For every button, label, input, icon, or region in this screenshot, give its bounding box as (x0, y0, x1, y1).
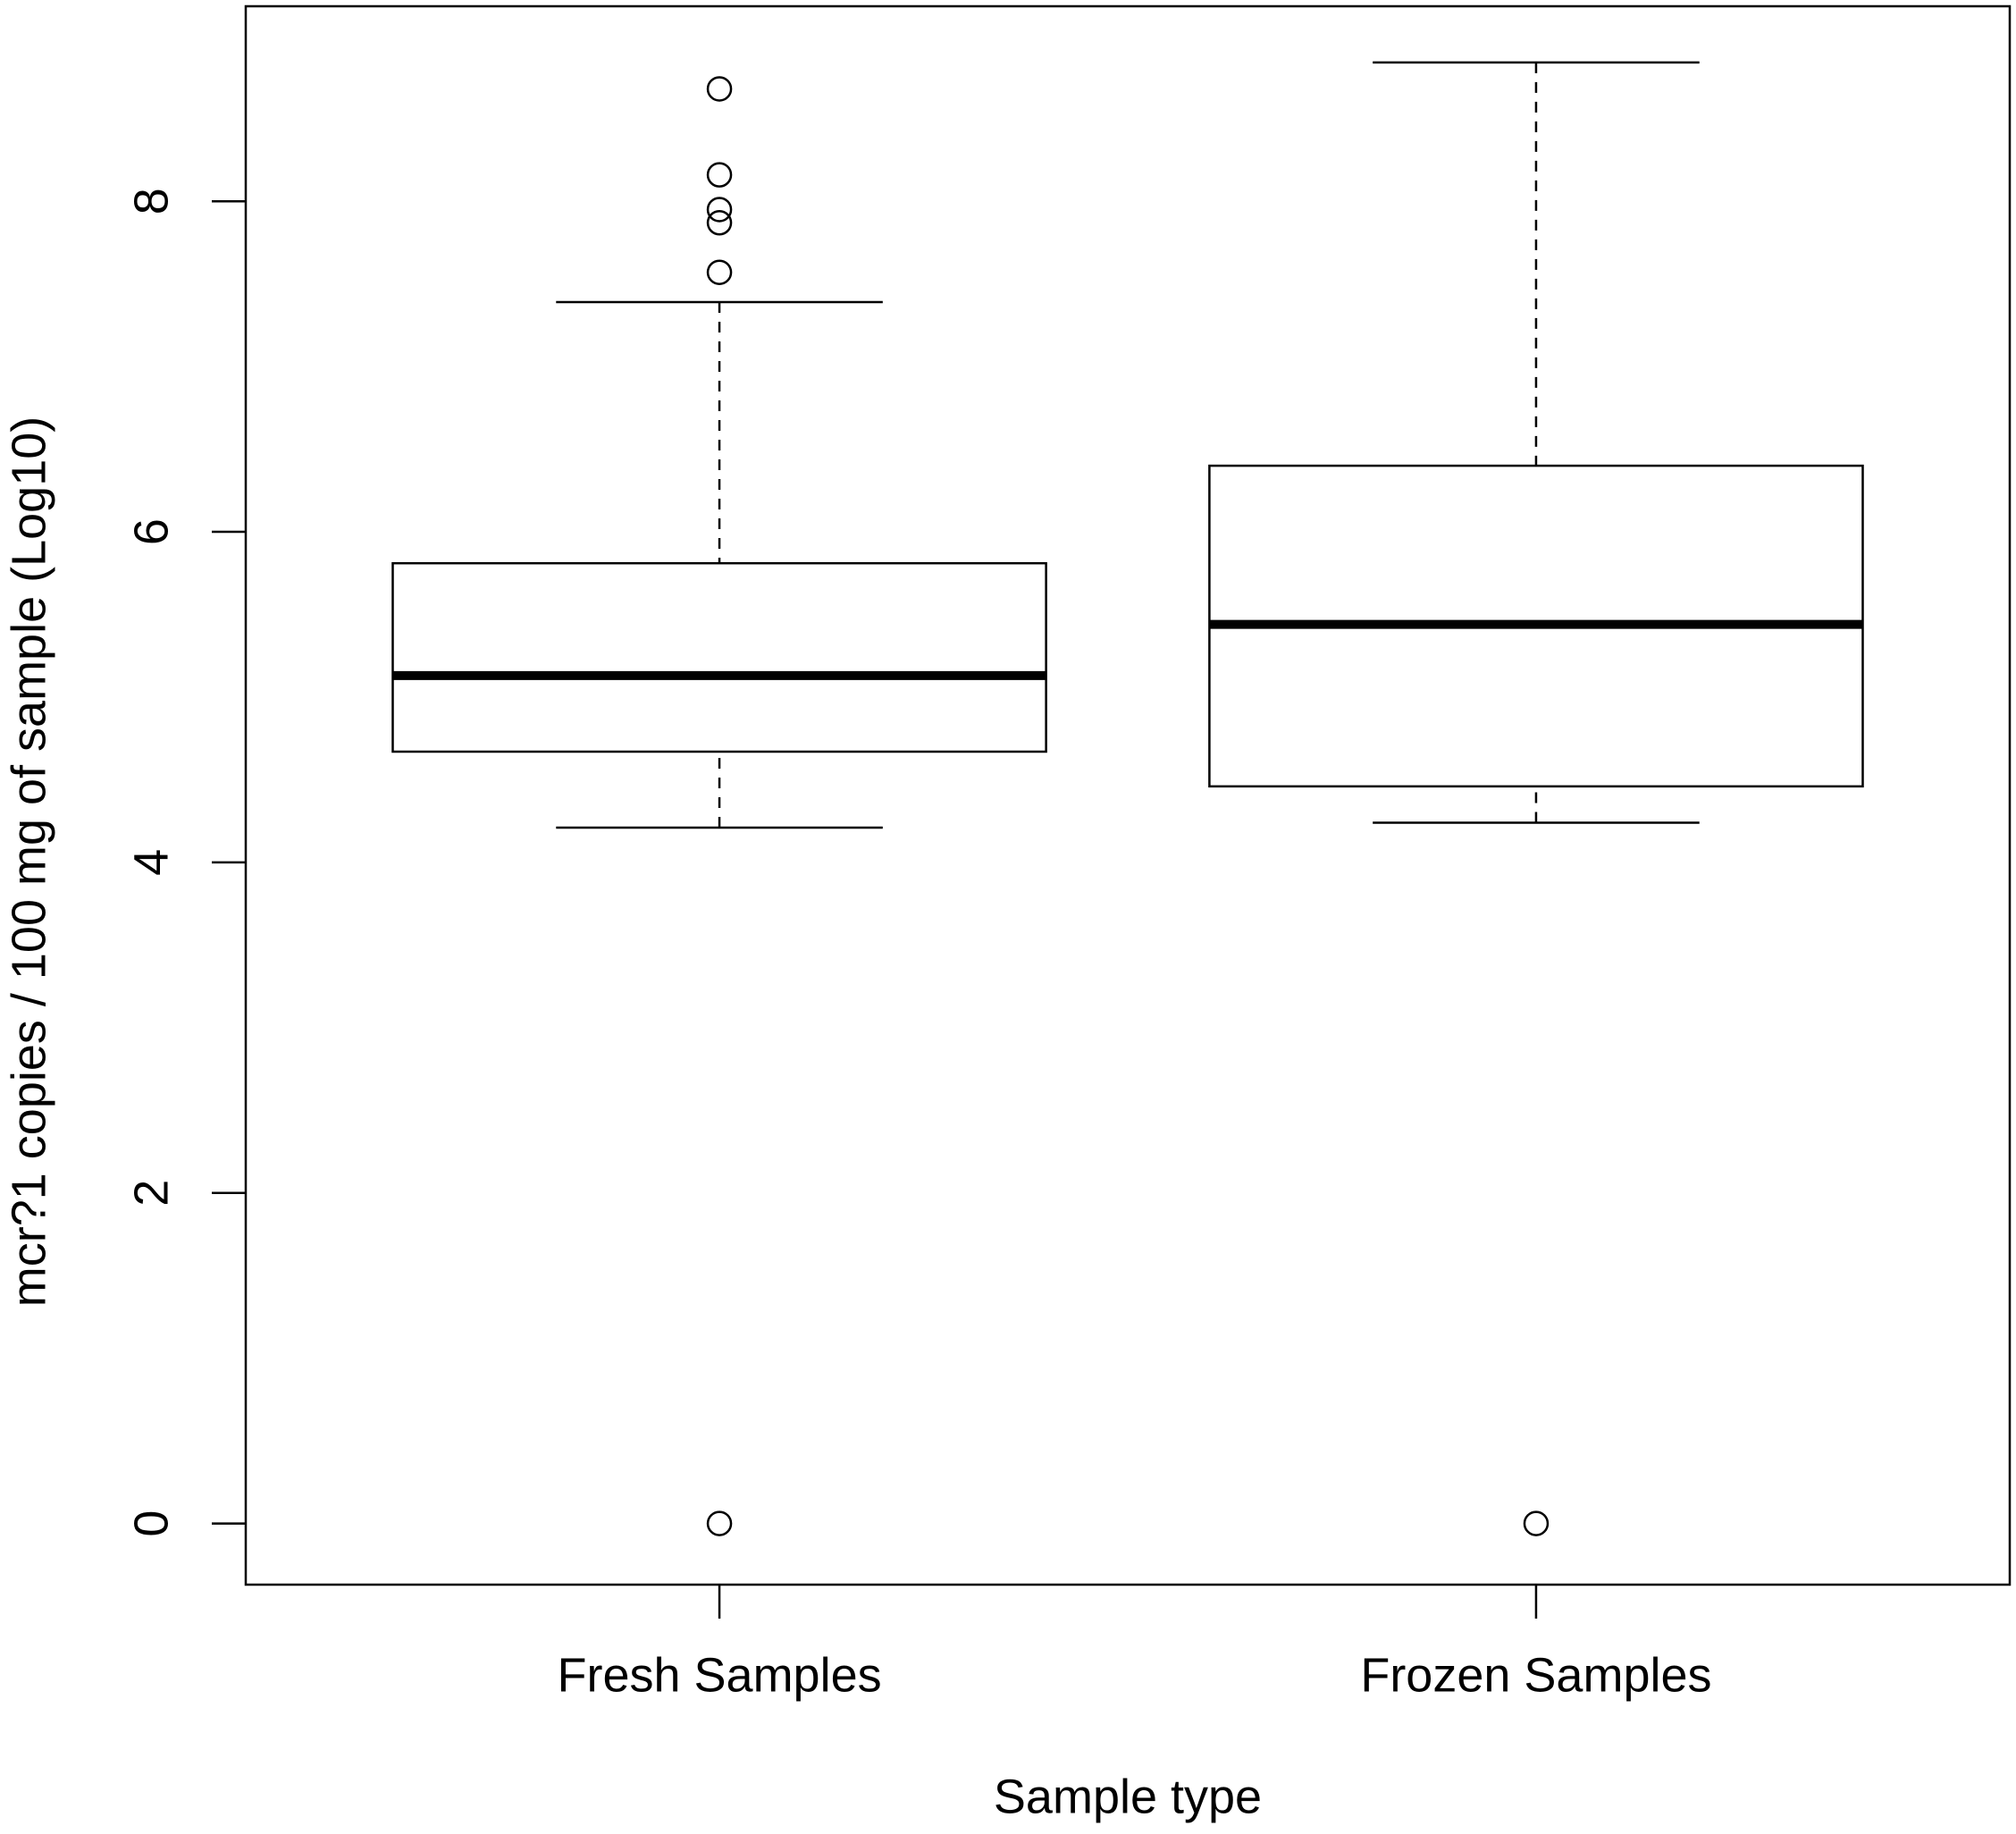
outlier (706, 209, 733, 236)
outlier (706, 1510, 733, 1536)
x-tick-label: Frozen Samples (1360, 1648, 1711, 1702)
x-axis-label: Sample type (994, 1770, 1262, 1823)
y-tick-label: 4 (124, 849, 178, 876)
outlier (706, 197, 733, 223)
y-tick-label: 0 (124, 1510, 178, 1537)
outlier (706, 259, 733, 285)
outlier (1523, 1510, 1550, 1536)
y-tick-label: 8 (124, 188, 178, 215)
plot-frame (244, 4, 2012, 1586)
y-axis-label: mcr?1 copies / 100 mg of sample (Log10) (2, 416, 55, 1308)
outlier (706, 76, 733, 102)
outlier (706, 162, 733, 188)
box (391, 561, 1047, 753)
y-tick-label: 2 (124, 1180, 178, 1207)
x-tick-label: Fresh Samples (557, 1648, 881, 1702)
y-tick-label: 6 (124, 518, 178, 545)
